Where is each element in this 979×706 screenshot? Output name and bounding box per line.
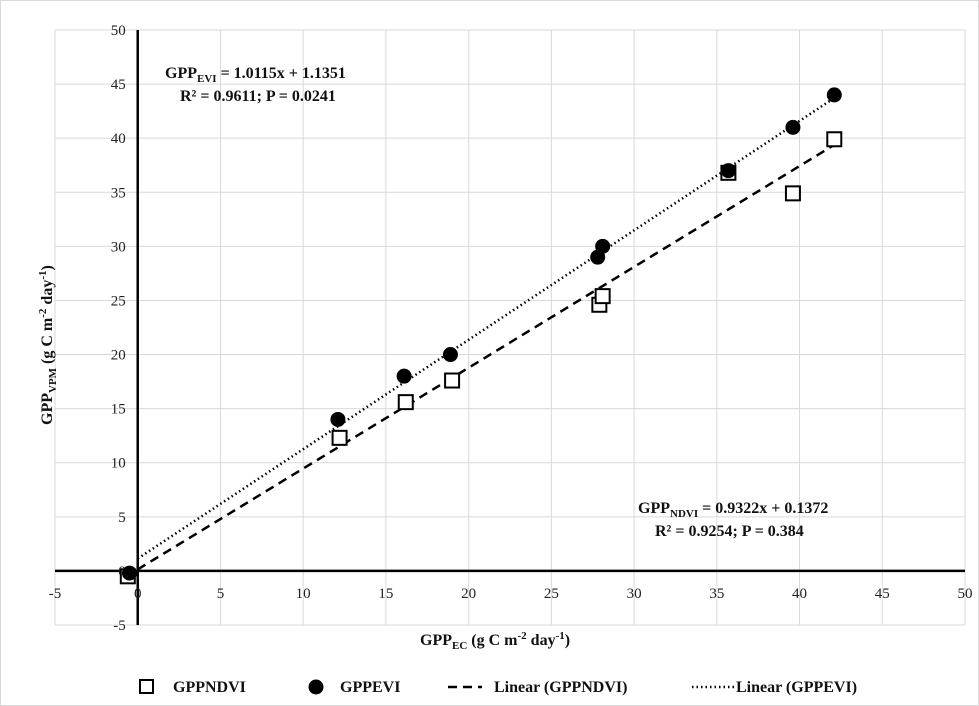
y-tick-label: 45 [111, 77, 126, 93]
x-tick-label: 5 [217, 586, 225, 602]
x-tick-label: 15 [378, 586, 393, 602]
legend-ndvi-trend-label: Linear (GPPNDVI) [494, 679, 627, 696]
legend-evi-marker [308, 679, 324, 695]
y-tick-label: 30 [111, 239, 126, 255]
axes [55, 30, 965, 625]
x-tick-label: 45 [875, 586, 890, 602]
ndvi-point [594, 288, 611, 305]
evi-point [785, 119, 801, 135]
y-tick-label: 20 [111, 348, 126, 364]
tick-labels: -505101520253035404550-50510152025303540… [49, 23, 973, 634]
legend-evi-label: GPPEVI [340, 679, 400, 696]
x-tick-label: 30 [627, 586, 642, 602]
evi-point [396, 368, 412, 384]
evi-point [330, 411, 346, 427]
y-tick-label: 15 [111, 402, 126, 418]
x-tick-label: 50 [958, 586, 973, 602]
y-tick-label: 25 [111, 293, 126, 309]
x-tick-label: 40 [792, 586, 807, 602]
ndvi-point [444, 372, 461, 389]
evi-point [442, 347, 458, 363]
y-tick-label: 50 [111, 23, 126, 39]
y-tick-label: -5 [113, 618, 126, 634]
y-tick-label: 10 [111, 456, 126, 472]
evi-equation: GPPEVI = 1.0115x + 1.1351 [165, 65, 346, 85]
y-axis-label: GPPVPM (g C m-2 day-1) [37, 265, 59, 425]
evi-point [720, 163, 736, 179]
x-axis-label: GPPEC (g C m-2 day-1) [420, 630, 570, 652]
y-tick-label: 5 [118, 510, 126, 526]
evi-point [826, 87, 842, 103]
x-tick-label: 10 [296, 586, 311, 602]
trendlines [137, 96, 835, 571]
evi-point [595, 238, 611, 254]
x-tick-label: 20 [461, 586, 476, 602]
y-tick-label: 40 [111, 131, 126, 147]
ndvi-stats: R² = 0.9254; P = 0.384 [655, 523, 804, 540]
x-tick-label: 0 [134, 586, 142, 602]
legend-ndvi-label: GPPNDVI [173, 679, 246, 696]
x-tick-label: -5 [49, 586, 62, 602]
evi-stats: R² = 0.9611; P = 0.0241 [180, 88, 336, 105]
ndvi-equation: GPPNDVI = 0.9322x + 0.1372 [638, 500, 828, 520]
data-points [119, 87, 843, 585]
ndvi-trendline [137, 143, 835, 571]
ndvi-point [331, 429, 348, 446]
legend-evi-trend-label: Linear (GPPEVI) [736, 679, 857, 696]
x-tick-label: 35 [709, 586, 724, 602]
legend: GPPNDVI GPPEVI Linear (GPPNDVI) Linear (… [139, 679, 857, 696]
legend-ndvi-marker [139, 679, 154, 694]
evi-point [121, 565, 137, 581]
ndvi-point [826, 131, 843, 148]
ndvi-point [784, 185, 801, 202]
ndvi-point [397, 394, 414, 411]
y-tick-label: 35 [111, 185, 126, 201]
x-tick-label: 25 [544, 586, 559, 602]
